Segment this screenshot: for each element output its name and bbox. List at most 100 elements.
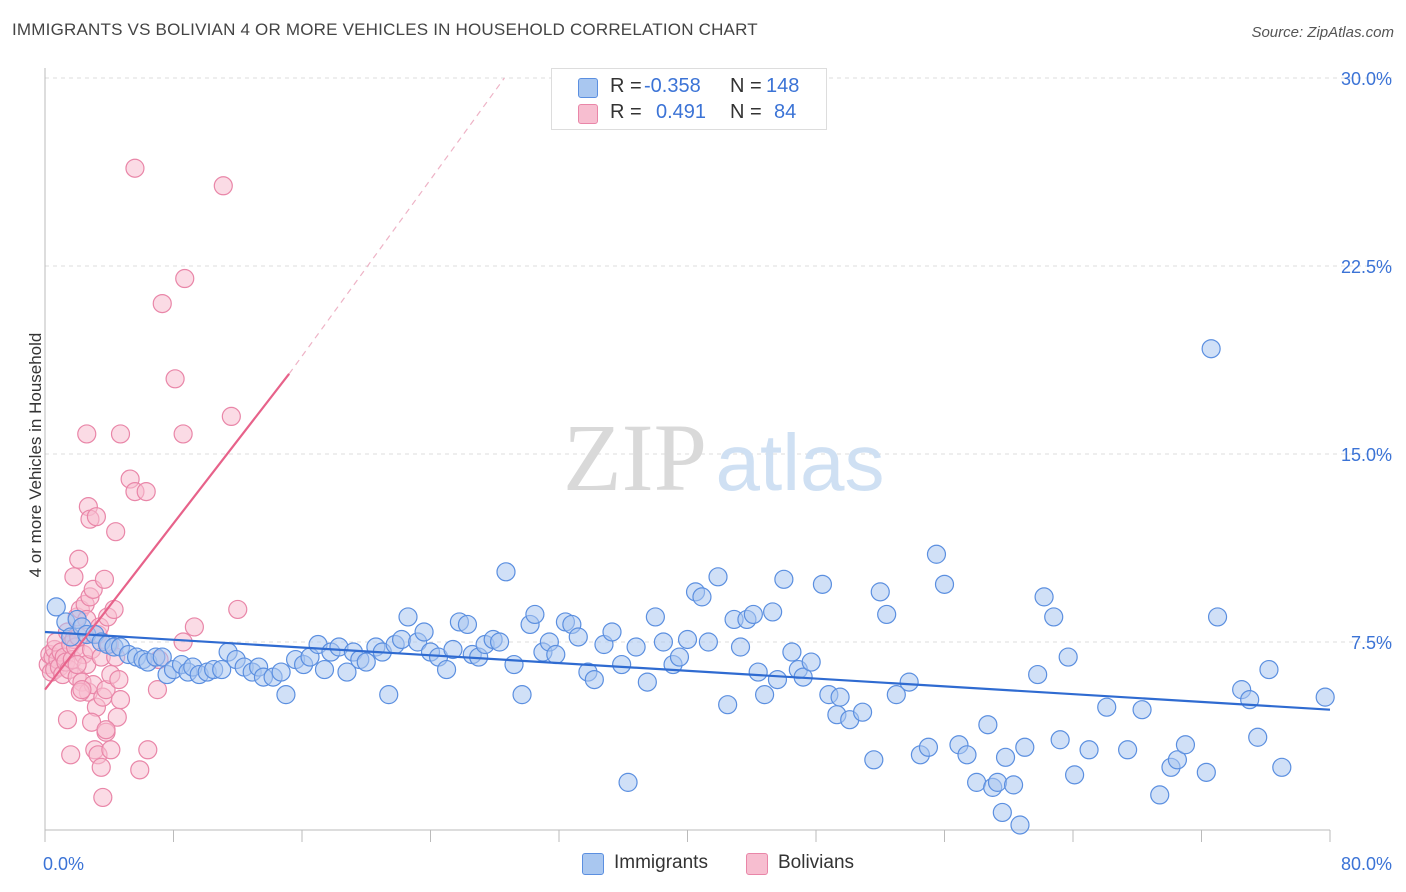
bolivians-point [184,617,204,637]
immigrants-point [957,745,977,765]
immigrants-point [1272,757,1292,777]
immigrants-point [801,652,821,672]
immigrants-point [337,662,357,682]
legend-n-value-immigrants: 148 [766,75,800,97]
immigrants-point [1207,607,1228,627]
immigrants-point [669,647,690,667]
y-tick-label: 22.5% [1341,257,1392,277]
bolivians-point [136,482,156,502]
immigrants-point [618,772,638,792]
immigrants-point [718,695,738,715]
immigrants-point [992,802,1012,823]
immigrants-point [489,632,510,652]
immigrants-point [504,654,524,675]
correlation-legend: R = -0.358 N = 148 R = 0.491 N = 84 [551,68,827,130]
bolivians-point [175,268,195,289]
immigrants-point [708,567,728,587]
immigrants-point [379,685,399,705]
bolivians-point [147,680,168,700]
immigrants-point [698,632,718,652]
immigrants-point [995,747,1016,767]
immigrants-point [987,772,1008,792]
watermark-zip: ZIP [563,404,707,511]
immigrants-point [877,604,897,625]
bolivians-point [213,176,233,196]
immigrants-point [1003,775,1024,795]
bolivians-point [57,710,78,730]
bolivians-point [77,424,97,444]
legend-r-value-bolivians: 0.491 [656,101,707,123]
immigrants-point [414,622,434,642]
watermark-atlas: atlas [716,418,885,507]
legend-n-label: N = [730,101,762,123]
immigrants-point [1010,815,1030,835]
immigrants-point [398,607,418,627]
bolivians-point [86,507,107,527]
immigrants-point [653,632,674,652]
immigrants-point [1034,587,1054,607]
bolivians-trend-extension [288,77,505,375]
immigrants-point [637,672,657,692]
bolivians-point [106,522,126,542]
y-tick-label: 30.0% [1341,69,1392,89]
immigrants-point [692,587,712,607]
bolivians-point [67,654,87,675]
immigrants-point [782,642,802,662]
legend-swatch-bolivians [578,104,598,124]
immigrants-point [1058,647,1078,667]
data-points [38,158,1335,835]
tick-labels: 7.5% 15.0% 22.5% 30.0% 0.0% 80.0% [43,69,1392,874]
immigrants-point [276,685,296,705]
bolivians-point [138,740,158,760]
bolivians-point [93,787,113,808]
immigrants-point [774,569,794,589]
immigrants-point [443,639,463,660]
immigrants-point [967,772,987,792]
immigrants-point [1201,339,1221,359]
bolivians-point [64,567,84,587]
bolivians-point [69,549,89,569]
chart-source: Source: ZipAtlas.com [1251,24,1394,41]
bolivians-point [110,690,131,710]
immigrants-point [1315,687,1335,707]
immigrants-point [496,562,516,582]
legend-n-label: N = [730,75,762,97]
immigrants-point [584,669,604,690]
watermark: ZIP atlas [563,404,884,511]
immigrants-point [934,574,955,594]
bolivians-point [72,680,92,700]
immigrants-point [152,647,172,667]
y-axis-label-wrap: 4 or more Vehicles in Household [16,0,45,892]
immigrants-point [743,604,763,625]
immigrants-point [1175,735,1196,755]
immigrants-point [436,659,457,680]
immigrants-point [512,685,532,705]
bolivians-point [110,424,131,444]
bolivians-point [152,294,172,314]
bolivians-trend-line [44,373,291,691]
immigrants-point [626,637,646,657]
immigrants-trend-line [44,630,1331,711]
bolivians-point [96,720,116,740]
immigrants-point [864,750,884,770]
immigrants-point [568,627,588,647]
immigrants-point [645,607,665,627]
bolivians-point [130,760,150,780]
immigrants-point [612,654,632,675]
bolivians-point [61,745,81,765]
immigrants-point [1167,750,1188,770]
grid-lines [45,77,1392,643]
immigrants-point [978,715,998,735]
immigrants-point [767,669,788,690]
immigrants-point [926,544,947,564]
immigrants-point [1248,727,1268,747]
immigrants-point [830,687,850,707]
immigrants-point [748,662,768,682]
immigrants-point [391,629,412,650]
y-tick-label: 7.5% [1351,633,1392,653]
immigrants-point [1044,607,1064,627]
x-tick-label-max: 80.0% [1341,854,1392,874]
bolivians-point [228,599,248,620]
bottom-legend-label-immigrants: Immigrants [614,852,708,873]
